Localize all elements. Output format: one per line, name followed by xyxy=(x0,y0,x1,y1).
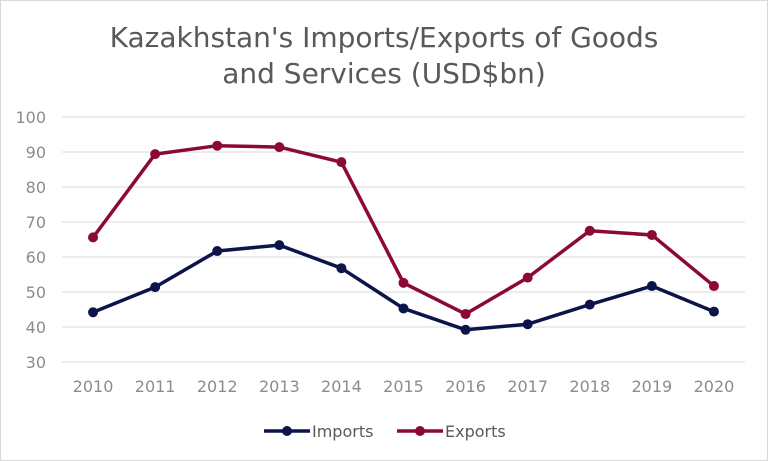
legend-marker xyxy=(415,426,425,436)
y-tick-label: 90 xyxy=(26,143,46,162)
chart-title: Kazakhstan's Imports/Exports of Goods an… xyxy=(0,20,768,92)
x-tick-label: 2015 xyxy=(383,377,424,396)
data-point xyxy=(584,225,595,236)
y-tick-label: 40 xyxy=(26,318,46,337)
x-tick-label: 2017 xyxy=(507,377,548,396)
data-point xyxy=(336,157,347,168)
data-point xyxy=(274,142,285,153)
x-tick-label: 2010 xyxy=(73,377,114,396)
x-tick-label: 2014 xyxy=(321,377,362,396)
legend: Imports Exports xyxy=(264,422,506,441)
data-point xyxy=(212,246,223,257)
data-point xyxy=(398,303,409,314)
data-point xyxy=(336,263,347,274)
y-tick-label: 80 xyxy=(26,178,46,197)
data-point xyxy=(88,232,99,243)
legend-item-exports: Exports xyxy=(397,422,506,441)
y-tick-label: 60 xyxy=(26,248,46,267)
chart-title-line-1: Kazakhstan's Imports/Exports of Goods xyxy=(109,21,659,54)
y-tick-label: 70 xyxy=(26,213,46,232)
data-point xyxy=(584,299,595,310)
x-tick-label: 2012 xyxy=(197,377,238,396)
series-exports xyxy=(88,140,719,320)
data-point xyxy=(522,319,533,330)
data-point xyxy=(460,309,471,320)
legend-marker xyxy=(282,426,292,436)
data-point xyxy=(522,272,533,283)
data-point xyxy=(708,306,719,317)
data-point xyxy=(708,281,719,292)
y-tick-label: 100 xyxy=(15,108,46,127)
x-axis: 2010 2011 2012 2013 2014 2015 2016 2017 2018 2019… xyxy=(73,377,735,396)
x-tick-label: 2013 xyxy=(259,377,300,396)
y-tick-label: 50 xyxy=(26,283,46,302)
data-point xyxy=(398,277,409,288)
series-imports xyxy=(88,240,719,335)
x-tick-label: 2018 xyxy=(569,377,610,396)
series-layer xyxy=(88,140,719,335)
data-point xyxy=(460,324,471,335)
series-line xyxy=(91,143,716,316)
legend-label: Imports xyxy=(312,422,373,441)
data-point xyxy=(274,240,285,251)
data-point xyxy=(150,282,161,293)
x-tick-label: 2020 xyxy=(694,377,735,396)
x-tick-label: 2016 xyxy=(445,377,486,396)
y-tick-label: 30 xyxy=(26,353,46,372)
data-point xyxy=(212,140,223,151)
chart-title-line-2: and Services (USD$bn) xyxy=(222,57,546,90)
x-tick-label: 2011 xyxy=(135,377,176,396)
y-axis: 30 40 50 60 70 80 90 100 xyxy=(15,108,46,372)
data-point xyxy=(646,281,657,292)
legend-item-imports: Imports xyxy=(264,422,373,441)
data-point xyxy=(646,229,657,240)
x-tick-label: 2019 xyxy=(632,377,673,396)
data-point xyxy=(88,307,99,318)
legend-label: Exports xyxy=(445,422,506,441)
data-point xyxy=(150,149,161,160)
